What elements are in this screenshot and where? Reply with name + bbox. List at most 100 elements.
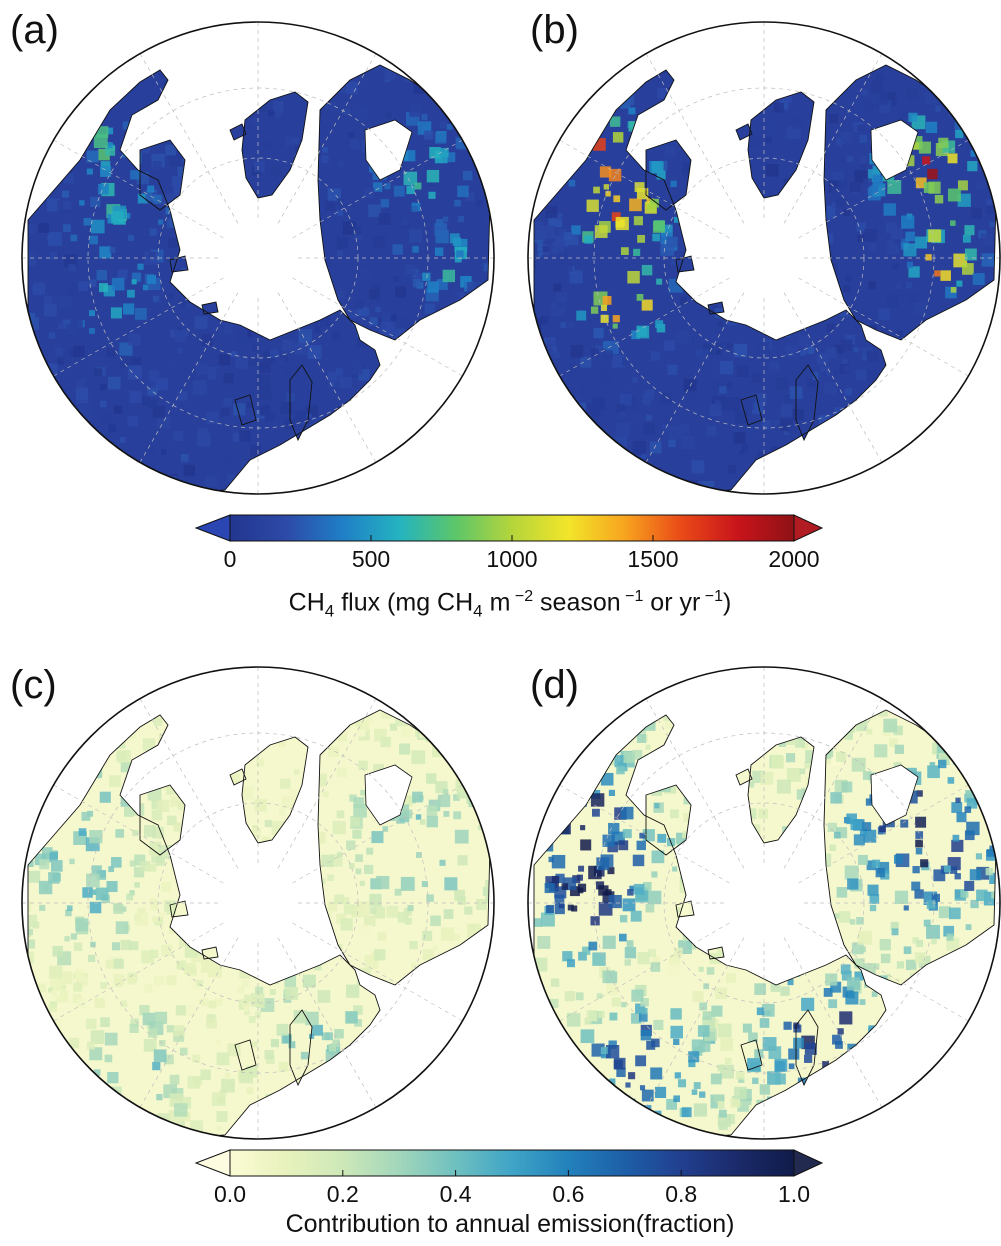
coastline [747,91,815,199]
meridian-line [292,784,463,884]
colorbar-tick-label: 0.0 [214,1181,246,1207]
colorbar-flux-title: CH4 flux (mg CH4 m −2 season −1 or yr −1… [288,588,732,621]
map-boundary [21,666,495,1140]
coastline [139,139,186,211]
coastline [201,946,219,960]
coastline [823,709,997,986]
colorbar-tick-label: 2000 [768,546,820,572]
panel-label-a: (a) [10,8,59,52]
coastline [795,1009,819,1087]
meridian-line [277,53,377,224]
coastline [740,394,763,426]
meridian-line [53,784,224,884]
colorbar-tick-label: 1.0 [778,1181,810,1207]
coastline [317,709,491,986]
meridian-line [53,922,224,1022]
meridian-line [645,53,745,224]
panel-label-d: (d) [530,663,579,707]
coastline [201,301,219,315]
coastline [317,64,491,341]
meridian-line [53,139,224,239]
colorbar-over-arrow [793,1149,824,1177]
coastline [229,768,247,786]
coastline [707,946,725,960]
coastline [675,255,695,273]
colorbar-tick-label: 0.8 [665,1181,698,1207]
polar-map-d [527,666,1001,1140]
meridian-line [798,277,969,377]
colorbar-tick-label: 1000 [486,546,538,572]
meridian-line [559,784,730,884]
meridian-line [277,937,377,1108]
coastline [740,1039,763,1071]
colorbar-tick-label: 1500 [627,546,679,572]
meridian-line [783,53,883,224]
coastline [735,768,753,786]
colorbar-tick-label: 500 [351,546,391,572]
meridian-line [645,698,745,869]
coastline [139,784,186,856]
coastline [645,784,692,856]
meridian-line [277,698,377,869]
meridian-line [798,922,969,1022]
coastline [823,64,997,341]
coastline [645,139,692,211]
meridian-line [798,139,969,239]
coastline [533,714,887,1139]
colorbar-tick-label: 0 [223,546,237,572]
meridian-line [53,277,224,377]
coastline [533,69,887,494]
meridian-line [645,937,745,1108]
coastline [241,91,309,199]
coastline [229,123,247,141]
colorbar-tick-label: 0.4 [439,1181,472,1207]
map-boundary [21,21,495,495]
coastline [707,301,725,315]
meridian-line [783,698,883,869]
meridian-line [559,139,730,239]
colorbar-under-arrow [194,514,231,542]
coastline [241,736,309,844]
meridian-line [292,277,463,377]
meridian-line [783,937,883,1108]
map-boundary [527,21,1001,495]
colorbar-tick-label: 0.6 [552,1181,585,1207]
colorbar-fraction [194,1149,824,1177]
colorbar-gradient [229,1149,795,1177]
polar-map-a [21,21,495,495]
coastline [289,364,313,442]
meridian-line [277,292,377,463]
colorbar-over-arrow [793,514,824,542]
coastline [169,900,189,918]
colorbar-flux [194,514,824,542]
meridian-line [645,292,745,463]
meridian-line [292,922,463,1022]
coastline [675,900,695,918]
coastline [169,255,189,273]
meridian-line [292,139,463,239]
meridian-line [783,292,883,463]
meridian-line [798,784,969,884]
coastline [234,394,257,426]
colorbar-under-arrow [194,1149,231,1177]
meridian-line [559,922,730,1022]
polar-map-c [21,666,495,1140]
coastline [735,123,753,141]
coastline [747,736,815,844]
coastline [795,364,819,442]
coastline [27,714,381,1139]
meridian-line [139,937,239,1108]
colorbar-fraction-title: Contribution to annual emission(fraction… [285,1210,735,1238]
coastline [234,1039,257,1071]
meridian-line [559,277,730,377]
panel-label-c: (c) [10,663,57,707]
coastline [289,1009,313,1087]
colorbar-tick-label: 0.2 [326,1181,359,1207]
meridian-line [139,292,239,463]
meridian-line [139,698,239,869]
map-boundary [527,666,1001,1140]
coastline [27,69,381,494]
panel-label-b: (b) [530,8,579,52]
meridian-line [139,53,239,224]
polar-map-b [527,21,1001,495]
